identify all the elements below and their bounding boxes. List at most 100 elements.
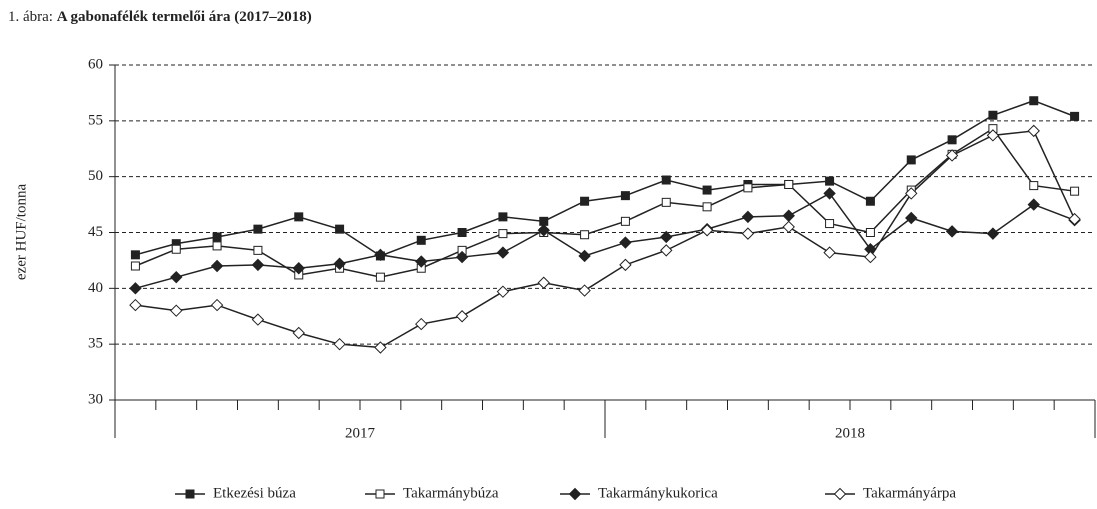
data-point xyxy=(782,209,795,222)
series-line xyxy=(135,192,1075,290)
data-point xyxy=(661,175,671,185)
data-point xyxy=(292,326,305,340)
y-tick-label: 50 xyxy=(88,168,103,184)
y-tick-label: 55 xyxy=(88,112,103,128)
data-point xyxy=(905,211,918,225)
data-point xyxy=(1029,96,1039,106)
data-point xyxy=(1068,212,1081,226)
data-point xyxy=(455,310,469,323)
data-point xyxy=(212,232,222,242)
data-point xyxy=(865,196,875,206)
y-axis-label: ezer HUF/tonna xyxy=(13,184,29,281)
data-point xyxy=(170,304,183,317)
data-point xyxy=(988,110,998,120)
data-point xyxy=(945,225,959,238)
data-point xyxy=(823,246,836,259)
data-point xyxy=(702,185,712,195)
data-point xyxy=(375,272,385,282)
data-point xyxy=(253,245,263,255)
legend-marker xyxy=(833,487,847,501)
data-point xyxy=(457,228,467,237)
data-point xyxy=(1029,181,1039,191)
data-point xyxy=(374,341,387,354)
y-tick-label: 40 xyxy=(88,280,103,296)
data-point xyxy=(210,298,224,312)
data-point xyxy=(253,224,263,234)
data-point xyxy=(333,337,346,351)
data-point xyxy=(864,250,877,264)
data-point xyxy=(129,298,142,312)
data-point xyxy=(1070,111,1080,121)
data-point xyxy=(292,262,305,275)
data-point xyxy=(129,282,142,295)
data-point xyxy=(986,227,1000,240)
data-point xyxy=(498,229,508,239)
data-point xyxy=(496,246,510,259)
data-point xyxy=(905,187,918,200)
data-point xyxy=(700,224,714,237)
data-point xyxy=(578,284,591,297)
legend-item: Takarmányárpa xyxy=(825,485,956,501)
data-point xyxy=(620,191,630,201)
data-point xyxy=(945,149,959,162)
data-point xyxy=(823,187,836,200)
legend-label: Takarmánykukorica xyxy=(598,485,718,501)
data-point xyxy=(661,197,671,207)
data-point xyxy=(294,212,304,222)
data-point xyxy=(660,230,673,244)
data-point xyxy=(580,196,590,206)
legend-marker xyxy=(568,487,582,501)
data-point xyxy=(455,250,469,264)
data-point xyxy=(498,212,508,222)
group-label: 2017 xyxy=(345,425,376,441)
data-point xyxy=(496,285,510,298)
data-point xyxy=(415,255,428,268)
data-point xyxy=(620,216,630,226)
data-point xyxy=(537,276,550,289)
data-point xyxy=(619,236,632,249)
data-point xyxy=(374,248,387,262)
data-point xyxy=(947,135,957,145)
data-point xyxy=(619,258,632,272)
data-point xyxy=(212,241,222,251)
y-tick-label: 60 xyxy=(88,56,103,72)
data-point xyxy=(210,259,224,273)
data-point xyxy=(171,244,181,254)
legend-label: Takarmánybúza xyxy=(403,485,499,501)
data-point xyxy=(130,250,140,260)
title-label: 1. ábra: xyxy=(8,9,53,25)
data-point xyxy=(865,228,875,237)
data-point xyxy=(251,313,265,326)
data-point xyxy=(251,258,265,272)
data-point xyxy=(416,235,426,245)
data-point xyxy=(1070,186,1080,196)
data-point xyxy=(335,224,345,234)
data-point xyxy=(741,227,755,240)
data-point xyxy=(743,183,753,193)
data-point xyxy=(130,261,140,271)
series-line xyxy=(135,127,1075,278)
series-line xyxy=(135,130,1076,349)
group-label: 2018 xyxy=(835,425,865,441)
legend-item: Takarmánybúza xyxy=(365,485,499,501)
legend-label: Takarmányárpa xyxy=(863,485,956,501)
chart-title: 1. ábra: A gabonafélék termelői ára (201… xyxy=(8,9,312,25)
data-point xyxy=(333,257,346,270)
legend-marker xyxy=(375,489,385,499)
y-tick-label: 35 xyxy=(88,336,103,352)
title-text: A gabonafélék termelői ára (2017–2018) xyxy=(57,9,312,25)
legend-item: Etkezési búza xyxy=(175,485,296,501)
data-point xyxy=(782,220,795,234)
data-point xyxy=(415,317,428,331)
y-tick-label: 30 xyxy=(88,391,103,407)
data-point xyxy=(702,202,712,212)
data-point xyxy=(170,270,183,284)
data-point xyxy=(580,230,590,240)
data-point xyxy=(1027,198,1040,211)
data-point xyxy=(825,219,835,229)
series-line xyxy=(135,99,1075,257)
data-point xyxy=(660,244,673,257)
legend-item: Takarmánykukorica xyxy=(560,485,718,501)
